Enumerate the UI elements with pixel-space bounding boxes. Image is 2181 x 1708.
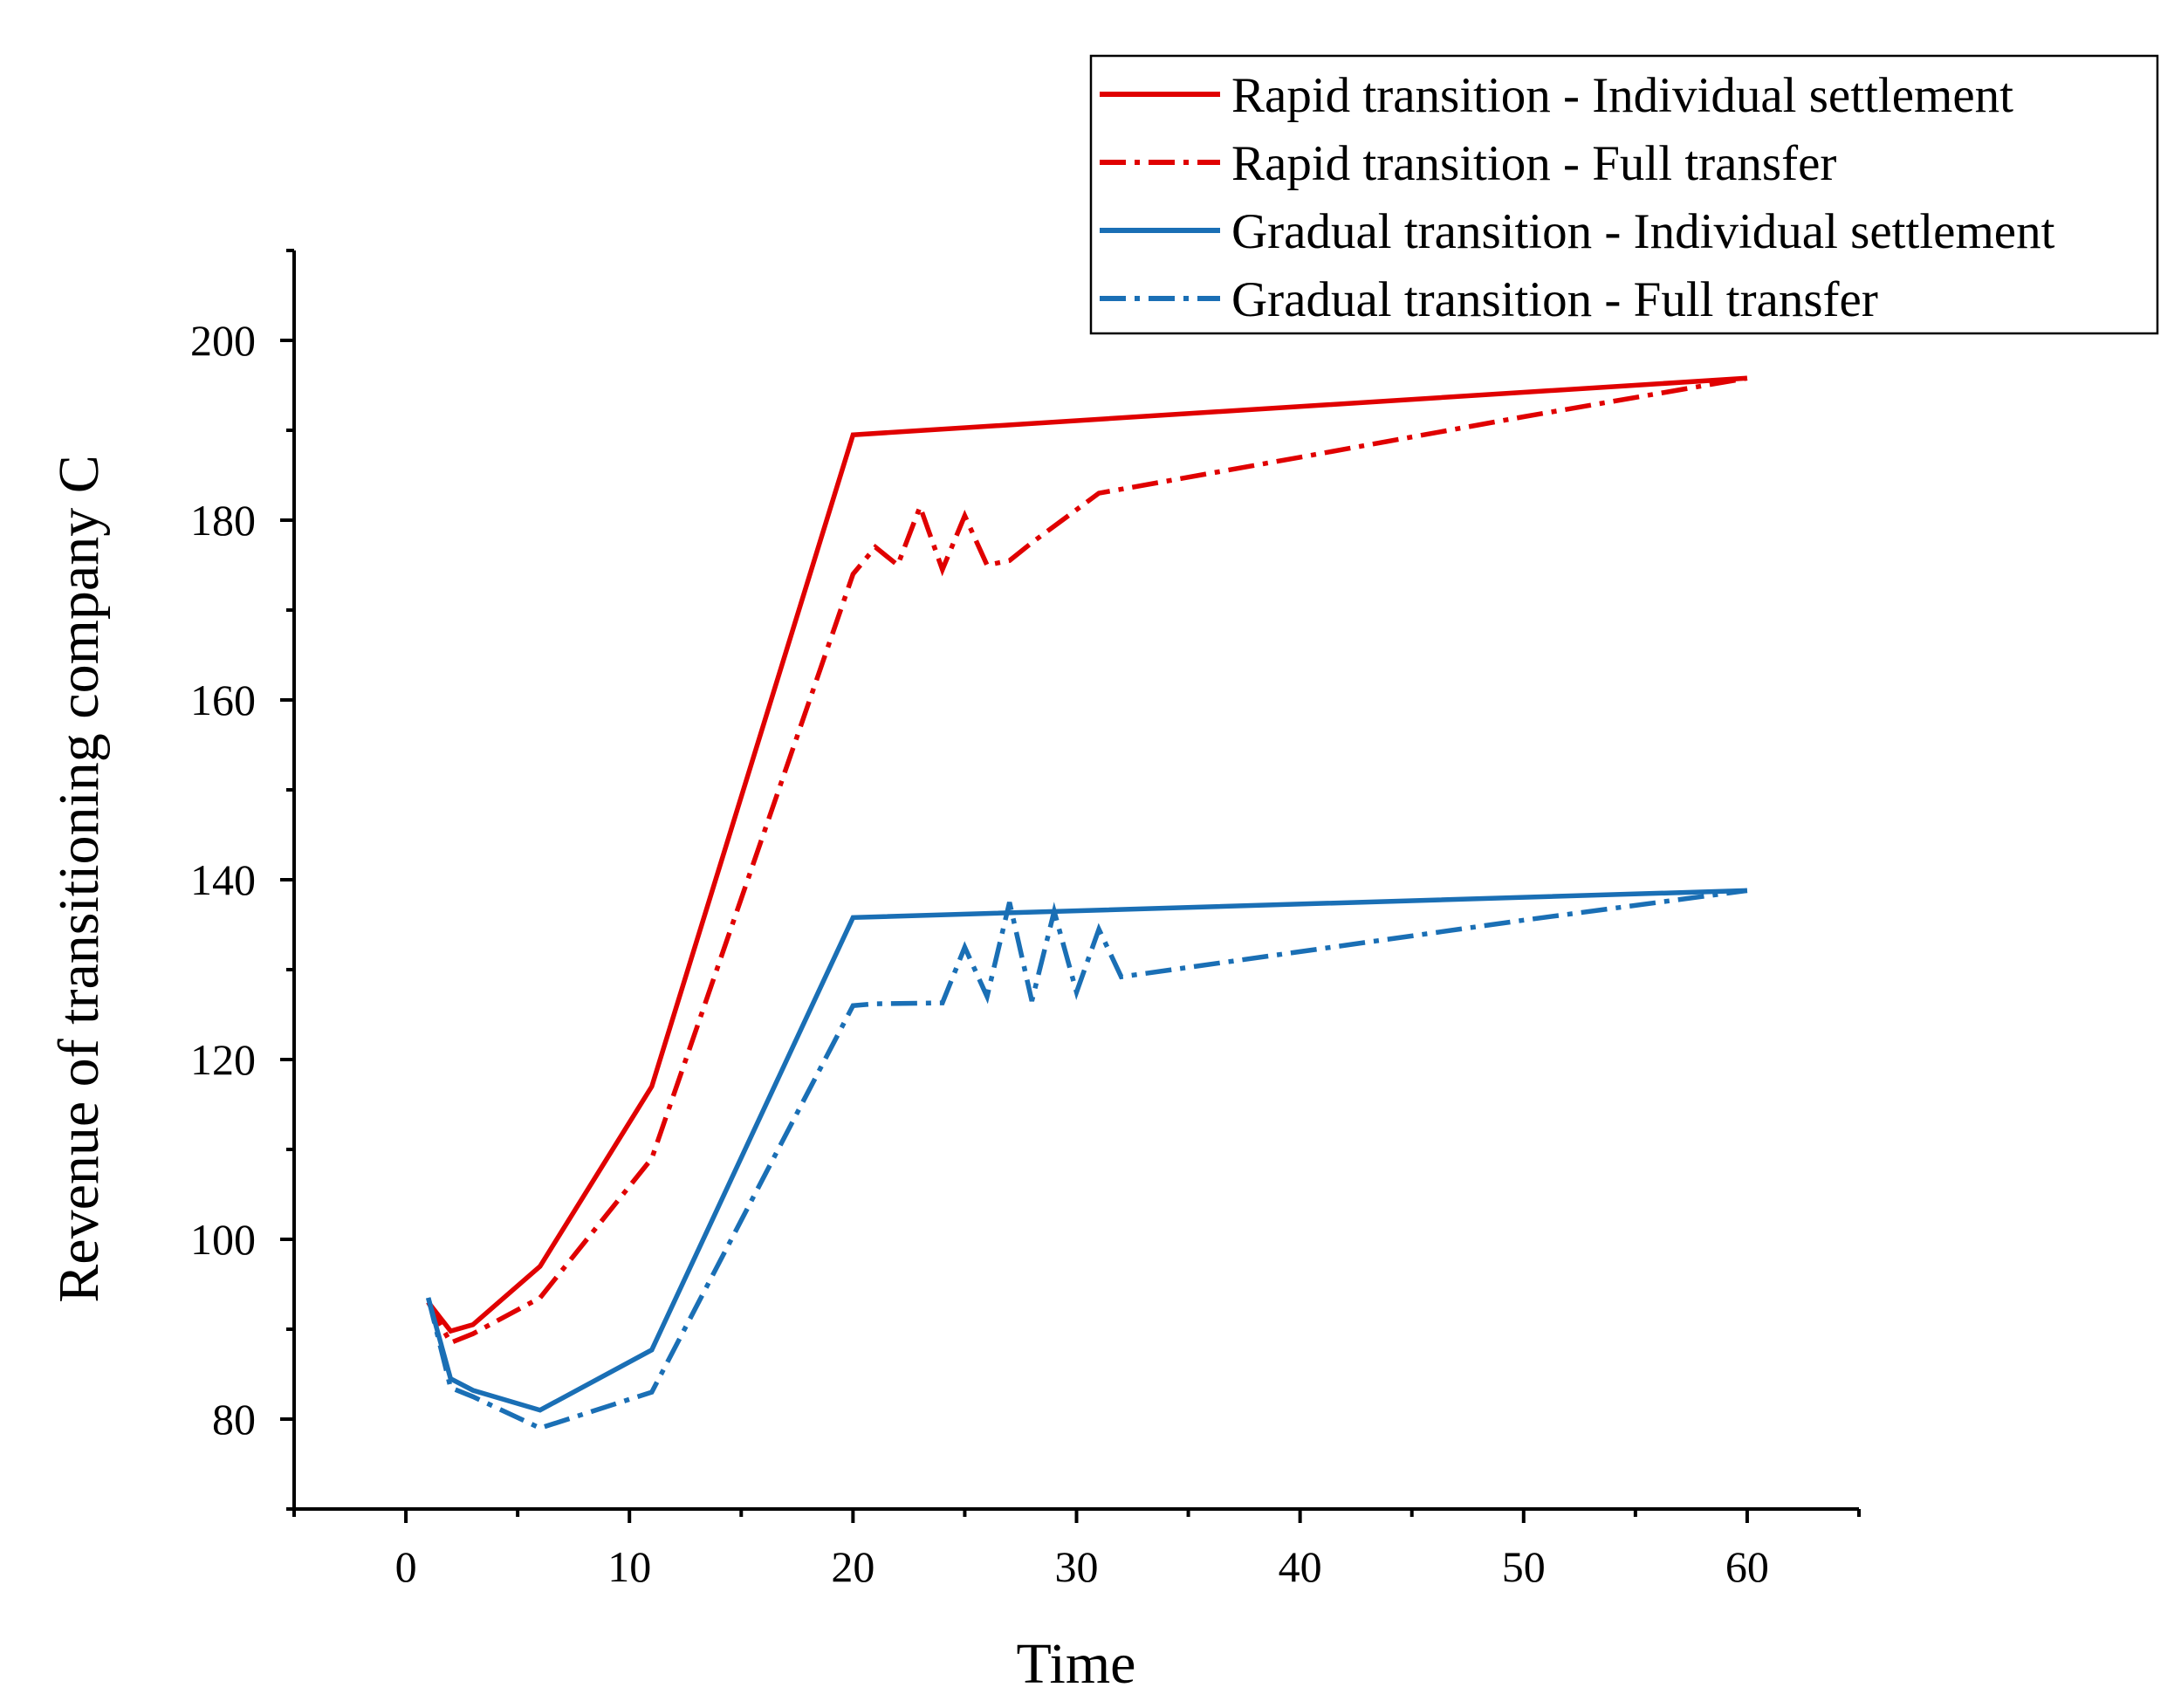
legend: Rapid transition - Individual settlement… [1089, 54, 2159, 335]
y-tick-label: 180 [190, 496, 256, 545]
y-tick-label: 140 [190, 855, 256, 904]
x-axis-title: Time [1017, 1632, 1136, 1696]
series-line-4 [426, 888, 1748, 1431]
series-group [426, 375, 1748, 1431]
x-tick-label: 10 [607, 1542, 651, 1591]
x-tick-label: 20 [831, 1542, 874, 1591]
series-line-2 [426, 375, 1748, 1346]
legend-box [1089, 54, 2159, 335]
y-axis-title: Revenue of transitioning company C [47, 455, 111, 1302]
x-tick-label: 40 [1279, 1542, 1322, 1591]
legend-label-2: Rapid transition - Full transfer [1231, 136, 1836, 191]
y-tick-label: 100 [190, 1215, 256, 1264]
x-tick-label: 30 [1055, 1542, 1099, 1591]
legend-label-4: Gradual transition - Full transfer [1231, 272, 1878, 327]
y-tick-label: 80 [212, 1395, 256, 1444]
legend-label-1: Rapid transition - Individual settlement [1231, 68, 2013, 123]
y-tick-label: 200 [190, 316, 256, 365]
series-line-3 [426, 888, 1747, 1413]
x-tick-label: 50 [1502, 1542, 1546, 1591]
legend-label-3: Gradual transition - Individual settleme… [1231, 204, 2055, 259]
tick-marks [280, 249, 1861, 1523]
y-tick-label: 160 [190, 676, 256, 724]
x-tick-label: 60 [1725, 1542, 1769, 1591]
y-tick-label: 120 [190, 1035, 256, 1084]
tick-labels: 0 10 20 30 40 50 60 80 100 120 140 160 180 200 [190, 316, 1769, 1591]
series-line-1 [426, 375, 1748, 1334]
x-tick-label: 0 [395, 1542, 417, 1591]
